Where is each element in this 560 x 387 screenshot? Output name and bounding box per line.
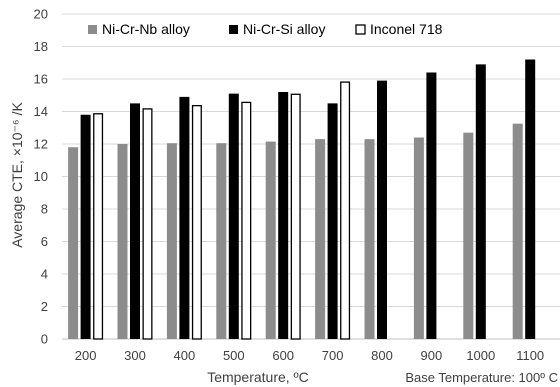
bar-ni-cr-si-alloy (525, 59, 536, 339)
bar-ni-cr-nb-alloy (364, 139, 375, 339)
x-tick-label: 1000 (466, 348, 495, 363)
x-axis-title: Temperature, ºC (207, 369, 309, 385)
legend: Ni-Cr-Nb alloy Ni-Cr-Si alloy Inconel 718 (88, 21, 443, 37)
x-tick-label: 1100 (516, 348, 544, 363)
bar-ni-cr-si-alloy (475, 64, 486, 339)
bars (68, 59, 536, 340)
y-tick-label: 18 (34, 39, 48, 54)
y-tick-label: 4 (41, 267, 48, 282)
y-tick-label: 0 (41, 332, 48, 347)
bar-ni-cr-nb-alloy (413, 137, 424, 339)
bar-ni-cr-si-alloy (228, 93, 239, 339)
bar-inconel-718 (290, 93, 301, 340)
y-tick-label: 16 (34, 72, 48, 87)
x-tick-label: 300 (124, 348, 146, 363)
y-axis-title: Average CTE, ×10⁻⁶ /K (9, 102, 25, 248)
bar-ni-cr-nb-alloy (265, 141, 276, 339)
x-tick-label: 400 (174, 348, 196, 363)
bar-inconel-718 (142, 108, 153, 340)
legend-label: Inconel 718 (370, 21, 443, 37)
x-tick-label: 800 (371, 348, 393, 363)
bar-ni-cr-si-alloy (377, 80, 387, 339)
bar-ni-cr-nb-alloy (68, 147, 79, 339)
bar-inconel-718 (191, 105, 202, 340)
bar-ni-cr-nb-alloy (315, 139, 326, 339)
y-tick-label: 8 (41, 202, 48, 217)
legend-swatch (229, 25, 238, 34)
x-tick-label: 200 (75, 348, 97, 363)
x-tick-label: 900 (421, 348, 443, 363)
bar-ni-cr-si-alloy (278, 92, 289, 339)
bar-ni-cr-nb-alloy (117, 144, 128, 339)
y-tick-label: 20 (34, 7, 48, 22)
bar-ni-cr-si-alloy (80, 114, 91, 339)
x-tick-labels: 200 300 400 500 600 700 800 900 1000 1100 (75, 348, 544, 363)
bar-ni-cr-nb-alloy (512, 123, 523, 339)
base-temperature-note: Base Temperature: 100º C (405, 370, 558, 385)
bar-ni-cr-nb-alloy (463, 132, 474, 339)
legend-swatch (355, 24, 366, 35)
legend-label: Ni-Cr-Si alloy (243, 21, 325, 37)
y-tick-label: 2 (41, 299, 48, 314)
legend-label: Ni-Cr-Nb alloy (102, 21, 190, 37)
y-tick-label: 14 (34, 104, 48, 119)
y-tick-label: 10 (34, 169, 48, 184)
bar-inconel-718 (241, 101, 252, 340)
legend-swatch (88, 25, 97, 34)
x-tick-label: 600 (272, 348, 294, 363)
bar-ni-cr-nb-alloy (166, 143, 177, 339)
y-tick-label: 6 (41, 234, 48, 249)
bar-ni-cr-si-alloy (327, 103, 338, 339)
bar-ni-cr-si-alloy (426, 72, 437, 339)
bar-ni-cr-si-alloy (179, 96, 190, 339)
y-tick-labels: 0 2 4 6 8 10 12 14 16 18 20 (34, 7, 48, 347)
bar-inconel-718 (93, 113, 104, 340)
x-tick-label: 700 (322, 348, 344, 363)
bar-ni-cr-nb-alloy (216, 143, 227, 339)
y-tick-label: 12 (34, 137, 48, 152)
bar-ni-cr-si-alloy (130, 103, 140, 339)
bar-inconel-718 (340, 81, 351, 340)
x-tick-label: 500 (223, 348, 245, 363)
